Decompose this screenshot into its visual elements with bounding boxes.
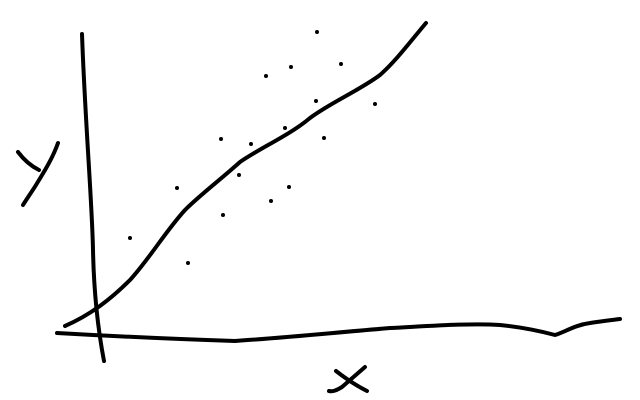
- scatter-point: [289, 65, 293, 69]
- scatter-point: [283, 126, 287, 130]
- scatter-point: [186, 261, 190, 265]
- scatter-point: [314, 99, 318, 103]
- scatter-points: [128, 30, 377, 265]
- scatter-point: [237, 173, 241, 177]
- x-axis-label: X: [0, 0, 369, 394]
- scatter-point: [128, 236, 132, 240]
- scatter-point: [315, 30, 319, 34]
- scatter-point: [373, 102, 377, 106]
- scatter-point: [249, 142, 253, 146]
- scatter-point: [339, 62, 343, 66]
- scatter-point: [221, 213, 225, 217]
- y-axis-label: Y: [0, 0, 60, 207]
- trend-line: [63, 21, 428, 328]
- scatter-point: [322, 136, 326, 140]
- x-axis-line: [55, 317, 622, 343]
- scatter-point: [175, 186, 179, 190]
- scatter-point: [264, 74, 268, 78]
- x-axis-label-text: X: [0, 0, 1, 1]
- y-axis-label-text: Y: [0, 0, 1, 1]
- scatter-point: [269, 199, 273, 203]
- y-axis-line: [80, 32, 106, 363]
- scatter-point: [219, 137, 223, 141]
- scatter-point: [287, 185, 291, 189]
